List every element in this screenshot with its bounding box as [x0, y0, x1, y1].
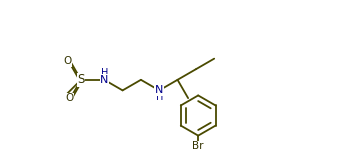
Text: O: O — [66, 93, 74, 103]
Text: H: H — [101, 68, 108, 78]
Text: N: N — [100, 75, 109, 85]
Text: O: O — [63, 56, 72, 66]
Text: S: S — [77, 73, 85, 86]
Text: Br: Br — [193, 141, 204, 151]
Text: H: H — [156, 92, 163, 102]
Text: N: N — [155, 85, 163, 95]
